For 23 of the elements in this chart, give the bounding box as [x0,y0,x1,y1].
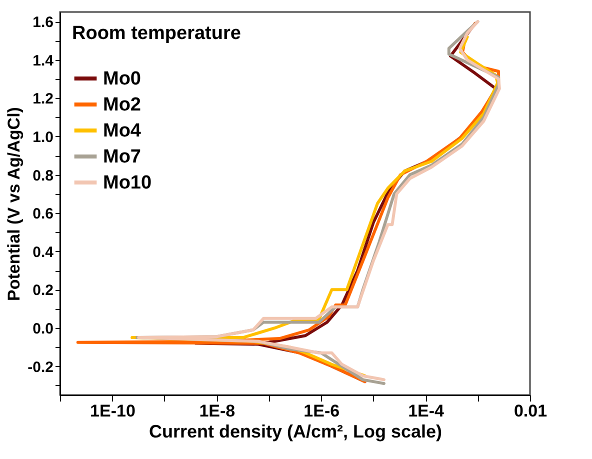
y-axis-title: Potential (V vs Ag/AgCl) [4,107,24,301]
y-tick-label: 1.4 [32,52,54,70]
x-tick-label: 1E-6 [304,402,340,420]
y-tick-label: 1.2 [32,90,54,108]
x-tick-label: 1E-10 [90,402,136,420]
y-tick-label: -0.2 [28,358,54,376]
legend-label: Mo0 [103,68,141,90]
x-axis-title: Current density (A/cm², Log scale) [148,422,442,442]
legend-label: Mo4 [103,120,142,142]
y-tick-label: 0.0 [32,320,54,338]
y-tick-label: 0.6 [32,206,54,223]
legend-label: Mo10 [103,172,152,194]
x-tick-label: 0.01 [514,402,548,420]
y-tick-label: 1.6 [32,14,54,32]
y-tick-label: 1.0 [32,128,54,146]
legend-title: Room temperature [72,23,241,44]
legend-label: Mo7 [103,146,141,168]
x-tick-label: 1E-8 [199,402,236,420]
y-tick-label: 0.2 [32,282,54,300]
legend-label: Mo2 [103,94,141,116]
y-tick-label: 0.8 [32,167,54,184]
y-tick-label: 0.4 [32,244,54,261]
x-tick-label: 1E-4 [408,402,445,420]
